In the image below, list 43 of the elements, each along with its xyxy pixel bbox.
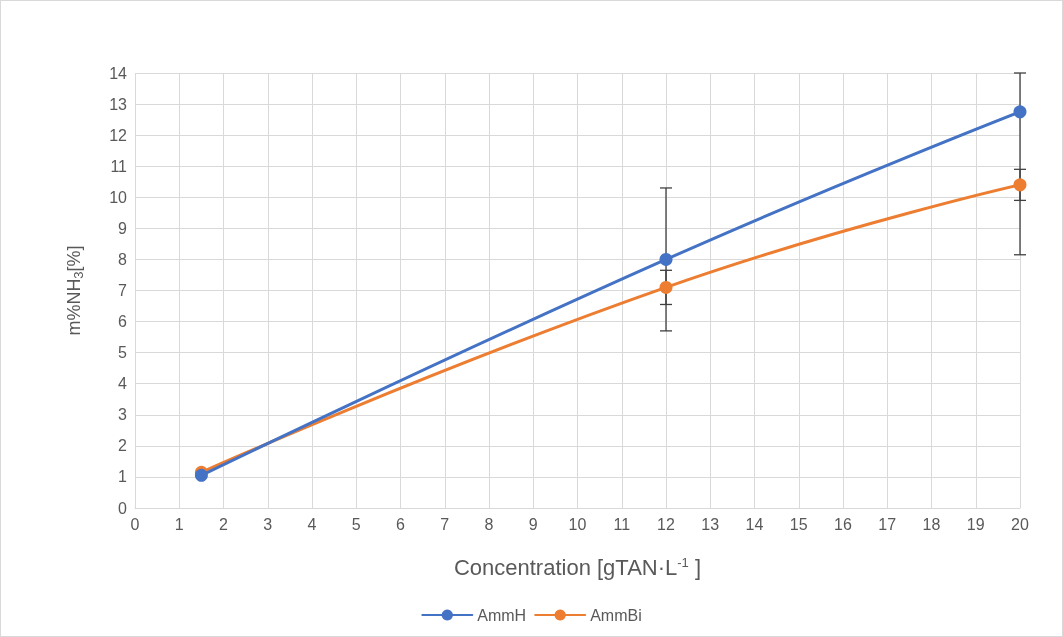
x-tick-label: 15: [789, 515, 808, 533]
x-tick-label: 2: [219, 515, 229, 533]
x-tick-label: 13: [701, 515, 720, 533]
y-tick-label: 9: [118, 219, 128, 237]
x-tick-label: 9: [528, 515, 538, 533]
x-tick-label: 20: [1011, 515, 1029, 533]
point: [659, 252, 673, 266]
x-tick-label: 8: [484, 515, 494, 533]
point: [659, 280, 673, 294]
x-tick-label: 12: [657, 515, 675, 533]
x-tick-label: 16: [834, 515, 852, 533]
y-axis-title: m%NH3[%]: [63, 245, 86, 336]
y-tick-label: 4: [118, 375, 128, 393]
y-tick-label: 12: [109, 126, 128, 144]
x-tick-label: 6: [396, 515, 406, 533]
x-tick-label: 5: [351, 515, 361, 533]
legend-label: AmmH: [477, 606, 527, 624]
y-tick-label: 3: [118, 406, 128, 424]
x-tick-label: 3: [263, 515, 273, 533]
x-tick-label: 11: [613, 515, 631, 533]
x-tick-label: 17: [878, 515, 897, 533]
x-tick-label: 7: [440, 515, 450, 533]
x-tick-label: 19: [966, 515, 985, 533]
y-tick-label: 0: [118, 499, 128, 517]
point: [1013, 178, 1027, 192]
y-tick-label: 6: [118, 313, 128, 331]
x-tick-label: 0: [130, 515, 140, 533]
y-tick-label: 13: [109, 95, 128, 113]
x-tick-label: 14: [745, 515, 764, 533]
y-tick-label: 10: [109, 188, 128, 206]
point: [1013, 105, 1027, 119]
y-tick-label: 1: [118, 468, 128, 486]
x-tick-label: 4: [307, 515, 317, 533]
y-tick-label: 11: [110, 157, 128, 175]
legend-label: AmmBi: [590, 606, 642, 624]
y-tick-label: 2: [118, 437, 128, 455]
y-tick-label: 7: [118, 282, 128, 299]
x-tick-label: 10: [568, 515, 587, 533]
x-tick-label: 1: [174, 515, 184, 533]
y-tick-label: 5: [118, 344, 128, 362]
y-tick-label: 8: [118, 250, 128, 268]
x-tick-label: 18: [922, 515, 941, 533]
y-tick-label: 14: [109, 64, 128, 82]
